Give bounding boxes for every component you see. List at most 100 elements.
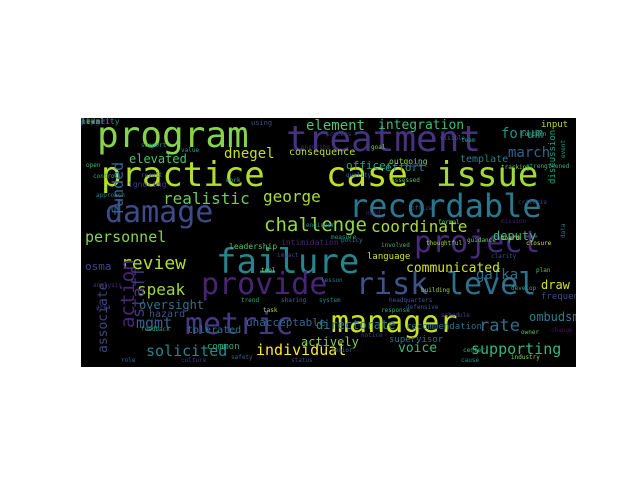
cloud-word: report — [406, 162, 428, 169]
cloud-word: process — [326, 131, 352, 138]
cloud-word: office — [411, 205, 433, 212]
cloud-word: george — [263, 187, 321, 206]
cloud-word: practice — [101, 155, 265, 195]
cloud-word: notice — [361, 332, 383, 339]
cloud-word: discussion — [548, 129, 558, 184]
cloud-word: safety — [231, 354, 253, 361]
cloud-word: damage — [105, 195, 214, 230]
cloud-word: supervisor — [389, 335, 444, 345]
cloud-word: change — [551, 327, 573, 334]
cloud-word: result — [141, 172, 163, 179]
cloud-word: associate — [96, 282, 111, 353]
cloud-word: visible — [440, 135, 466, 142]
cloud-word: actively — [301, 335, 359, 349]
cloud-word: integration — [378, 118, 465, 133]
cloud-word: template — [460, 154, 509, 165]
cloud-word: review — [121, 253, 187, 274]
cloud-word: failure — [216, 242, 360, 282]
cloud-word: solicited — [146, 342, 228, 360]
cloud-word: recordable — [349, 187, 542, 225]
cloud-word: develop — [511, 285, 537, 292]
cloud-word: analysis — [93, 282, 122, 289]
cloud-word: feedback — [141, 326, 170, 333]
cloud-word: tolerated — [187, 325, 242, 336]
cloud-word: cause — [461, 357, 480, 364]
cloud-word: hazard — [149, 309, 186, 320]
cloud-word: industry — [511, 354, 540, 361]
cloud-word: board — [501, 235, 520, 242]
cloud-word: individual — [256, 341, 347, 359]
cloud-word: manager — [331, 305, 458, 340]
cloud-word: headquarters — [389, 297, 433, 304]
cloud-word: tool — [261, 267, 276, 274]
cloud-word: policy — [341, 237, 363, 244]
cloud-word: forum — [501, 126, 544, 142]
cloud-word: march — [508, 145, 551, 161]
cloud-word: schedule — [441, 312, 470, 319]
cloud-word: concern — [521, 131, 547, 138]
cloud-word: risk — [356, 267, 429, 302]
cloud-word: level — [446, 267, 537, 302]
cloud-word: rate — [479, 316, 520, 336]
cloud-word: ignoring — [128, 180, 167, 189]
cloud-word: input — [81, 118, 106, 126]
cloud-word: metric — [185, 307, 294, 342]
cloud-word: dnegel — [224, 146, 275, 162]
cloud-word: provide — [201, 267, 328, 302]
cloud-word: quality — [346, 172, 372, 179]
cloud-word: plan — [536, 267, 551, 274]
cloud-word: approach — [96, 192, 125, 199]
cloud-word: coordinate — [371, 217, 468, 236]
cloud-word: response — [381, 307, 410, 314]
cloud-word: defensive — [406, 304, 439, 311]
cloud-word: treatment — [286, 119, 482, 160]
cloud-word: item — [81, 118, 101, 126]
cloud-word: draw — [541, 278, 570, 292]
cloud-word: support — [141, 142, 167, 149]
cloud-word: osma — [85, 260, 112, 273]
cloud-word: lesson — [321, 277, 343, 284]
cloud-word: effort — [385, 161, 425, 174]
cloud-word: budget — [81, 118, 110, 126]
cloud-word: need — [366, 210, 381, 217]
cloud-word: tracking — [501, 164, 530, 171]
cloud-word: recommendation — [406, 322, 482, 332]
cloud-word: work — [226, 177, 241, 184]
cloud-word: open — [86, 162, 101, 169]
cloud-word: status — [291, 357, 313, 364]
cloud-word: project — [414, 225, 541, 260]
cloud-word: control — [93, 173, 119, 180]
cloud-word: culture — [181, 357, 207, 364]
cloud-word: building — [421, 287, 450, 294]
cloud-word: engineer — [306, 222, 335, 229]
cloud-word: clarity — [491, 253, 517, 260]
cloud-word: area — [96, 304, 111, 311]
cloud-word: thoughtful — [426, 240, 463, 247]
cloud-word: consequence — [289, 147, 356, 158]
cloud-word: goal — [371, 144, 386, 151]
cloud-word: event — [560, 139, 567, 158]
cloud-word: closure — [526, 240, 552, 247]
cloud-word: strengthened — [526, 163, 570, 170]
cloud-word: using — [251, 119, 273, 127]
cloud-word: mgmt — [136, 314, 173, 332]
cloud-word: realistic — [163, 189, 250, 208]
cloud-word: program — [97, 118, 249, 156]
cloud-word: leadership — [229, 242, 278, 251]
cloud-word: voice — [398, 341, 438, 356]
cloud-word: criteria — [518, 199, 547, 206]
cloud-word: common — [207, 342, 240, 352]
cloud-word: formal — [438, 219, 460, 226]
cloud-word: trend — [241, 297, 260, 304]
cloud-word: case — [326, 155, 408, 195]
cloud-word: challenge — [264, 214, 367, 236]
cloud-word: value — [181, 147, 200, 154]
cloud-word: team — [461, 137, 476, 144]
cloud-word: officer — [346, 159, 393, 172]
cloud-word: speak — [137, 280, 186, 299]
cloud-word: task — [263, 307, 278, 314]
cloud-word: intimidation — [281, 238, 339, 247]
cloud-word: role — [121, 357, 136, 364]
cloud-word: directorate — [316, 318, 396, 332]
cloud-word: priority — [81, 118, 120, 126]
